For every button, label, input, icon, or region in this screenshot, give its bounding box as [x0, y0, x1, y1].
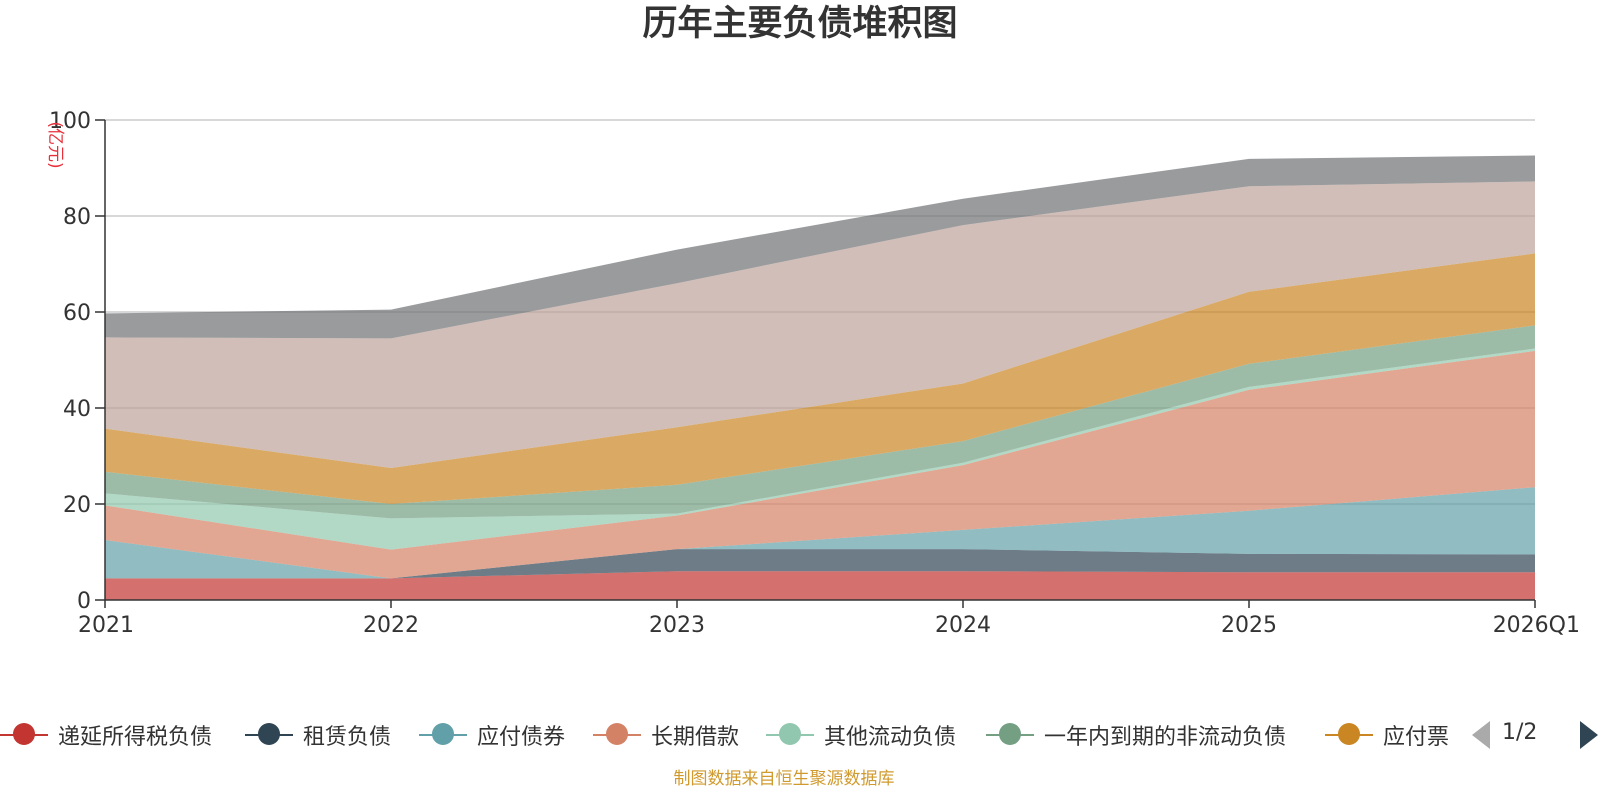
- legend-symbol: [766, 712, 814, 758]
- area-series-应付账款[interactable]: [105, 181, 1535, 468]
- area-series: [105, 155, 1535, 600]
- legend-label: 应付票: [1383, 725, 1450, 750]
- legend-symbol: [0, 712, 48, 758]
- axes: 0 20 40 60 80 100 2021 2022 2023 2024 2025 2026Q1: [49, 109, 1580, 638]
- legend-item-deferred-tax-liability[interactable]: 递延所得税负债: [0, 712, 212, 758]
- legend-label: 长期借款: [651, 725, 740, 750]
- legend-page-indicator: 1/2: [1502, 720, 1538, 745]
- legend-symbol: [419, 712, 467, 758]
- chart-title: 历年主要负债堆积图: [642, 4, 958, 44]
- legend-item-long-term-loans[interactable]: 长期借款: [593, 712, 739, 758]
- stacked-area-chart: 0 20 40 60 80 100 2021 2022 2023 2024 2025 2026Q1 (…: [45, 109, 1580, 638]
- legend: 递延所得税负债 租赁负债 应付债券 长期借款 其他流动负债: [0, 712, 1600, 758]
- legend-item-other-current-liabilities[interactable]: 其他流动负债: [766, 712, 956, 758]
- area-series-应付债券[interactable]: [105, 487, 1535, 579]
- legend-pager: 1/2: [1468, 712, 1600, 758]
- x-tick-label: 2023: [649, 613, 705, 638]
- legend-label: 一年内到期的非流动负债: [1044, 725, 1287, 750]
- y-tick-label: 40: [63, 397, 91, 422]
- area-series-其他流动负债[interactable]: [105, 348, 1535, 550]
- area-series-其他负债[interactable]: [105, 155, 1535, 339]
- x-tick-label: 2024: [935, 613, 991, 638]
- legend-symbol: [245, 712, 293, 758]
- legend-item-lease-liability[interactable]: 租赁负债: [245, 712, 391, 758]
- y-axis-unit-label: (亿元): [45, 121, 65, 168]
- legend-item-notes-payable[interactable]: 应付票: [1325, 712, 1449, 758]
- y-tick-label: 80: [63, 205, 91, 230]
- y-tick-label: 20: [63, 493, 91, 518]
- legend-item-bonds-payable[interactable]: 应付债券: [419, 712, 565, 758]
- legend-symbol: [1325, 712, 1373, 758]
- y-tick-label: 0: [77, 589, 91, 614]
- legend-symbol: [593, 712, 641, 758]
- y-tick-label: 60: [63, 301, 91, 326]
- y-tick-label: 100: [49, 109, 91, 134]
- legend-label: 其他流动负债: [824, 725, 957, 750]
- area-series-递延所得税负债[interactable]: [105, 571, 1535, 600]
- x-tick-label: 2021: [78, 613, 134, 638]
- x-tick-label: 2022: [363, 613, 419, 638]
- legend-label: 递延所得税负债: [58, 725, 213, 750]
- legend-prev-page-icon[interactable]: [1472, 721, 1490, 749]
- legend-symbol: [986, 712, 1034, 758]
- x-tick-label: 2026Q1: [1493, 613, 1580, 638]
- area-series-应付票据[interactable]: [105, 253, 1535, 504]
- legend-next-page-icon[interactable]: [1580, 721, 1598, 749]
- legend-item-current-portion-noncurrent[interactable]: 一年内到期的非流动负债: [986, 712, 1286, 758]
- legend-label: 租赁负债: [303, 725, 392, 750]
- area-series-一年内到期的非流动负债[interactable]: [105, 325, 1535, 519]
- area-series-长期借款[interactable]: [105, 350, 1535, 579]
- x-tick-label: 2025: [1221, 613, 1277, 638]
- source-note: 制图数据来自恒生聚源数据库: [673, 769, 895, 789]
- legend-label: 应付债券: [477, 725, 566, 750]
